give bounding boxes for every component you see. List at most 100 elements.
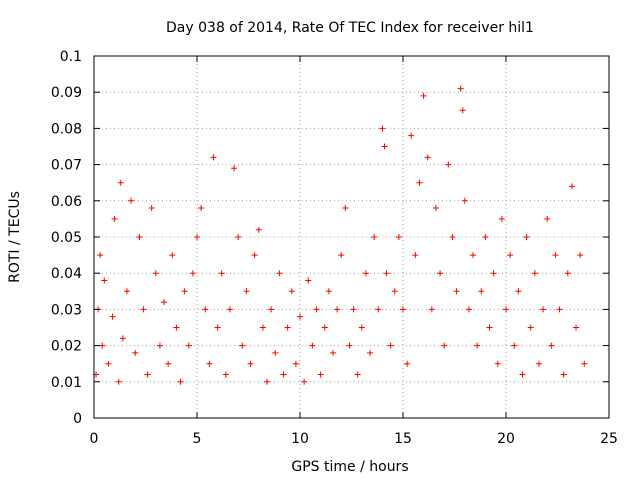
data-point [564, 270, 571, 277]
data-point [375, 306, 382, 313]
data-point [101, 277, 108, 284]
data-point [465, 306, 472, 313]
chart-title: Day 038 of 2014, Rate Of TEC Index for r… [166, 20, 534, 36]
data-point [540, 306, 547, 313]
y-tick-label: 0.01 [51, 375, 82, 391]
data-point [247, 360, 254, 367]
data-point [123, 288, 130, 295]
data-point [161, 299, 168, 306]
data-point [136, 234, 143, 240]
y-tick-label: 0.04 [51, 266, 82, 282]
data-point [459, 107, 466, 114]
data-point [449, 234, 456, 240]
data-point [226, 306, 233, 313]
data-point [206, 360, 213, 367]
axis-ticks [93, 55, 610, 419]
data-point [280, 371, 287, 378]
data-point [317, 371, 324, 378]
data-point [490, 270, 497, 277]
x-tick-label: 20 [497, 431, 515, 447]
y-axis-label: ROTI / TECUs [7, 191, 23, 283]
data-point [548, 342, 555, 349]
data-point [297, 313, 303, 320]
x-axis-label: GPS time / hours [291, 459, 408, 475]
data-point [109, 313, 116, 320]
data-point [128, 197, 135, 204]
data-point [519, 371, 526, 378]
data-point [305, 277, 312, 284]
data-point [494, 360, 501, 367]
data-point [395, 234, 402, 240]
data-point [334, 306, 341, 313]
data-point [214, 324, 221, 331]
data-point [552, 252, 559, 259]
data-point [210, 154, 217, 161]
data-point [486, 324, 493, 331]
data-point [445, 161, 452, 168]
x-tick-labels: 0 5 10 15 20 25 [90, 431, 618, 447]
data-point [284, 324, 291, 331]
data-point [288, 288, 295, 295]
data-point [202, 306, 209, 313]
data-point [105, 360, 112, 367]
data-point [181, 288, 188, 295]
y-tick-label: 0.06 [51, 194, 82, 210]
data-points [93, 85, 588, 385]
y-tick-label: 0.02 [51, 339, 82, 355]
data-point [338, 252, 345, 259]
data-point [371, 234, 378, 240]
data-point [272, 349, 279, 356]
data-point [132, 349, 139, 356]
data-point [420, 92, 427, 99]
data-point [346, 342, 353, 349]
data-point [527, 324, 534, 331]
y-tick-label: 0.07 [51, 158, 82, 174]
data-point [117, 179, 124, 186]
data-point [400, 306, 406, 313]
data-point [276, 270, 283, 277]
data-point [97, 252, 104, 259]
data-point [581, 360, 588, 367]
data-point [416, 179, 423, 186]
y-tick-labels: 0 0.01 0.02 0.03 0.04 0.05 0.06 0.07 0.08 0.09 0.1 [51, 49, 82, 427]
data-point [329, 349, 336, 356]
data-point [255, 226, 262, 233]
data-point [292, 360, 299, 367]
data-point [474, 342, 481, 349]
data-point [325, 288, 332, 295]
data-point [515, 288, 522, 295]
data-point [560, 371, 567, 378]
data-point [381, 143, 388, 150]
data-point [428, 306, 435, 313]
data-point [383, 270, 390, 277]
x-tick-label: 0 [90, 431, 99, 447]
data-point [531, 270, 538, 277]
data-point [470, 252, 477, 259]
data-point [503, 306, 509, 313]
y-tick-label: 0.03 [51, 302, 82, 318]
data-point [408, 132, 415, 139]
data-point [243, 288, 250, 295]
data-point [222, 371, 229, 378]
data-point [99, 342, 106, 349]
data-point [185, 342, 192, 349]
data-point [156, 342, 163, 349]
data-point [152, 270, 159, 277]
data-point [457, 85, 464, 92]
data-point [165, 360, 172, 367]
x-tick-label: 5 [193, 431, 202, 447]
data-point [119, 335, 126, 342]
data-point [568, 183, 575, 190]
data-point [535, 360, 542, 367]
data-point [544, 215, 551, 222]
data-point [301, 378, 308, 385]
data-point [478, 288, 485, 295]
data-point [342, 205, 349, 212]
data-point [239, 342, 246, 349]
data-point [309, 342, 316, 349]
x-tick-label: 15 [394, 431, 412, 447]
data-point [218, 270, 225, 277]
data-point [498, 215, 505, 222]
data-point [412, 252, 419, 259]
